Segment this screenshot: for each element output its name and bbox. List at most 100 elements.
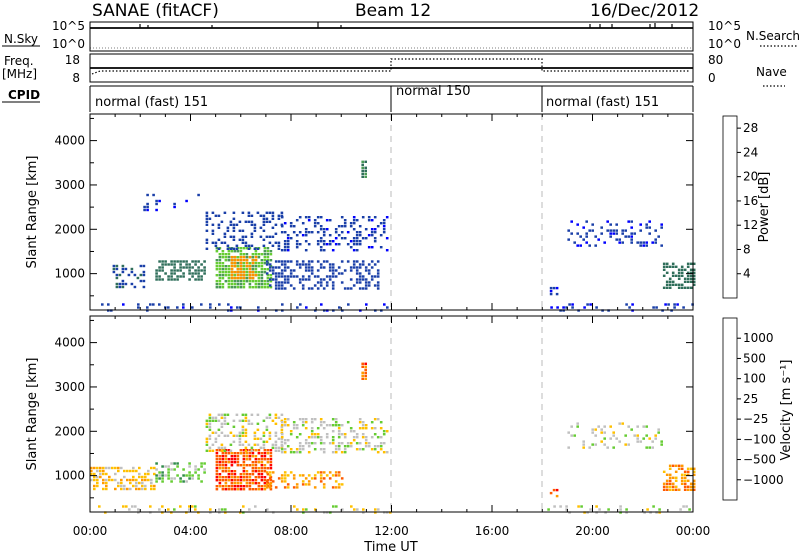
power-cell — [266, 286, 270, 289]
power-cell — [230, 264, 234, 268]
velocity-cell — [218, 467, 222, 470]
velocity-cell — [319, 448, 323, 451]
velocity-cell — [619, 508, 622, 511]
velocity-cell — [588, 446, 591, 449]
velocity-cell — [319, 474, 323, 477]
velocity-cell — [292, 421, 296, 424]
velocity-cell — [683, 476, 687, 479]
velocity-cell — [280, 428, 284, 431]
power-cell — [576, 223, 579, 226]
velocity-cell — [214, 437, 218, 440]
power-cell — [328, 278, 332, 281]
velocity-cell — [286, 483, 290, 486]
power-cell — [358, 243, 362, 246]
velocity-cell — [173, 477, 176, 480]
power-cell — [665, 286, 669, 289]
power-cell — [197, 266, 200, 269]
velocity-cell — [627, 425, 630, 428]
power-cell — [229, 247, 233, 250]
power-cell — [232, 217, 236, 220]
velocity-cell — [331, 439, 335, 442]
velocity-cell — [269, 449, 273, 452]
power-cell — [367, 272, 371, 275]
velocity-cell — [242, 461, 246, 464]
velocity-cell — [239, 452, 243, 455]
power-cell — [224, 256, 228, 259]
velocity-cell — [271, 443, 275, 446]
velocity-cell — [331, 436, 335, 439]
power-cell — [229, 220, 233, 223]
velocity-cell — [304, 418, 308, 421]
velocity-cell — [230, 479, 234, 482]
power-cell — [257, 306, 260, 309]
power-cell — [364, 287, 368, 290]
velocity-cell — [662, 488, 666, 491]
power-cell — [570, 220, 573, 223]
power-cell — [585, 235, 588, 238]
power-cell — [188, 269, 191, 272]
power-cell — [274, 287, 278, 290]
power-cell — [639, 241, 642, 244]
power-cell — [217, 214, 221, 217]
velocity-cell — [334, 486, 338, 489]
power-cell — [639, 229, 642, 232]
velocity-cell — [176, 474, 179, 477]
velocity-cell — [334, 424, 338, 427]
velocity-cell — [668, 464, 672, 467]
power-cell — [382, 219, 386, 222]
velocity-cell — [377, 508, 380, 511]
power-cell — [112, 270, 116, 274]
power-cell — [295, 240, 299, 243]
power-cell — [612, 232, 615, 235]
power-cell — [229, 235, 233, 238]
power-cell — [271, 244, 275, 247]
power-cell — [215, 286, 219, 289]
power-cell — [358, 240, 362, 243]
velocity-cell — [689, 467, 693, 470]
power-cell — [361, 278, 365, 281]
station-title: SANAE (fitACF) — [92, 1, 219, 21]
power-cell — [248, 286, 252, 289]
power-cell — [671, 265, 675, 268]
velocity-cell — [241, 431, 245, 434]
power-cell — [680, 283, 684, 286]
power-cell — [191, 260, 194, 263]
power-cell — [170, 272, 173, 275]
velocity-cell — [232, 425, 236, 428]
velocity-cell — [555, 494, 559, 498]
velocity-cell — [319, 477, 323, 480]
power-cell — [262, 238, 266, 241]
power-cell — [343, 269, 347, 272]
power-cell — [677, 268, 681, 271]
velocity-cell — [621, 422, 624, 425]
velocity-cell — [211, 416, 215, 419]
power-cell — [265, 220, 269, 223]
velocity-cell — [129, 469, 132, 473]
velocity-cell — [328, 477, 332, 480]
velocity-cell — [274, 434, 278, 437]
power-cell — [217, 226, 221, 229]
velocity-cell — [200, 480, 203, 483]
power-cell — [257, 253, 261, 256]
power-ytick-label: 3000 — [54, 178, 85, 192]
velocity-cell — [254, 461, 258, 464]
velocity-cell — [188, 477, 191, 480]
velocity-cell — [609, 437, 612, 440]
velocity-cell — [274, 449, 278, 452]
power-cell — [155, 269, 158, 272]
velocity-cell — [619, 505, 622, 508]
velocity-cell — [227, 473, 231, 476]
freq-panel: Freq. [MHz] 18 8 80 0 Nave — [2, 53, 787, 87]
power-cell — [364, 284, 368, 287]
power-cell — [319, 278, 323, 281]
power-cell — [239, 250, 243, 253]
velocity-cell — [132, 484, 135, 488]
velocity-cell — [274, 486, 278, 489]
velocity-cell — [266, 458, 270, 461]
velocity-cell — [686, 467, 690, 470]
velocity-cell — [277, 477, 281, 480]
velocity-cell — [182, 474, 185, 477]
power-cell — [280, 231, 284, 234]
